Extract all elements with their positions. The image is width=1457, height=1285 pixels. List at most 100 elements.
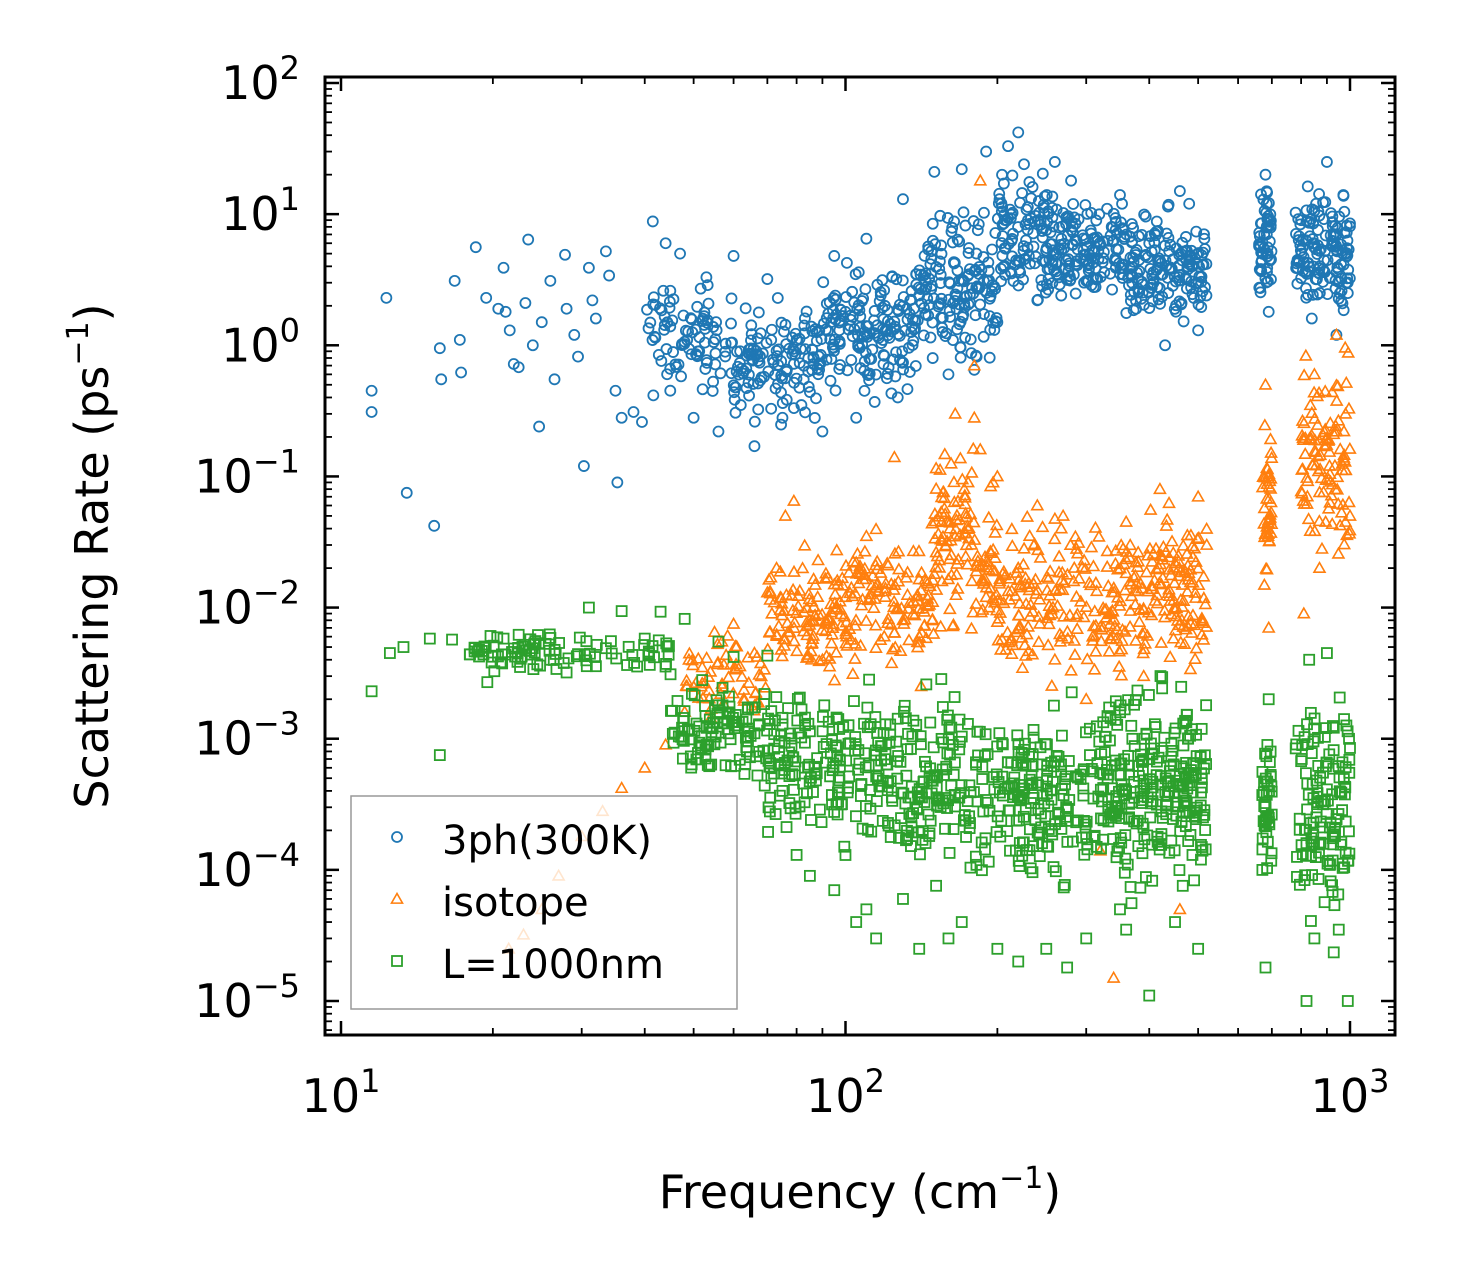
point-circle	[1087, 281, 1100, 293]
point-triangle	[695, 660, 710, 673]
point-circle	[966, 282, 978, 295]
point-square	[1338, 788, 1351, 801]
point-circle	[1255, 188, 1267, 201]
point-triangle	[1315, 541, 1329, 554]
point-triangle	[1107, 612, 1121, 625]
point-circle	[428, 519, 441, 532]
point-circle	[1321, 254, 1334, 267]
point-triangle	[869, 580, 883, 593]
point-square	[865, 825, 878, 838]
point-square	[1328, 899, 1341, 912]
point-circle	[627, 406, 640, 418]
point-square	[905, 840, 917, 852]
point-triangle	[1337, 424, 1351, 437]
point-triangle	[1046, 600, 1060, 613]
point-triangle	[885, 642, 900, 655]
point-square	[1023, 844, 1036, 857]
point-triangle	[906, 544, 921, 557]
point-triangle	[929, 582, 944, 595]
point-triangle	[1088, 644, 1103, 657]
point-square	[813, 803, 826, 816]
point-triangle	[868, 558, 883, 571]
point-triangle	[869, 640, 883, 653]
point-circle	[658, 323, 671, 336]
point-square	[1200, 699, 1213, 712]
point-circle	[986, 243, 998, 256]
point-circle	[480, 291, 493, 304]
point-triangle	[710, 637, 725, 650]
point-square	[1126, 732, 1139, 745]
point-square	[1032, 803, 1045, 816]
point-circle	[658, 319, 671, 331]
point-triangle	[1032, 616, 1047, 629]
point-circle	[1296, 233, 1309, 246]
point-square	[1111, 845, 1124, 858]
point-triangle	[797, 538, 812, 551]
point-triangle	[824, 636, 839, 649]
point-circle	[984, 323, 997, 336]
point-circle	[1198, 243, 1211, 255]
point-square	[560, 666, 573, 679]
point-triangle	[845, 666, 860, 679]
point-square	[626, 649, 639, 661]
x-tick-label: 102	[806, 1062, 885, 1123]
point-circle	[1290, 228, 1302, 240]
point-square	[1140, 778, 1153, 791]
point-circle	[647, 291, 660, 304]
point-square	[1318, 730, 1331, 743]
point-circle	[365, 384, 378, 397]
point-circle	[941, 212, 954, 224]
point-circle	[730, 365, 743, 378]
point-square	[1011, 790, 1024, 803]
point-circle	[1036, 254, 1049, 267]
point-triangle	[891, 574, 906, 587]
point-circle	[1039, 286, 1052, 299]
point-square	[948, 691, 961, 703]
point-triangle	[1162, 496, 1176, 509]
point-circle	[824, 374, 837, 387]
point-square	[1199, 824, 1212, 836]
y-tick-label: 100	[221, 311, 300, 372]
point-square	[923, 827, 936, 840]
point-triangle	[958, 490, 972, 503]
point-circle	[858, 384, 871, 397]
point-triangle	[1118, 583, 1132, 596]
point-circle	[448, 274, 461, 287]
point-circle	[655, 355, 668, 367]
point-square	[914, 730, 927, 743]
point-circle	[1065, 174, 1077, 187]
point-circle	[816, 425, 829, 438]
point-circle	[934, 209, 947, 222]
point-square	[1136, 817, 1149, 830]
point-triangle	[763, 586, 778, 599]
point-square	[849, 744, 861, 757]
point-square	[1169, 916, 1181, 928]
point-circle	[893, 329, 906, 342]
point-triangle	[1322, 444, 1337, 457]
point-triangle	[721, 670, 736, 683]
point-square	[543, 628, 556, 641]
point-triangle	[786, 493, 801, 506]
point-triangle	[1337, 537, 1352, 550]
point-square	[850, 810, 862, 823]
point-square	[898, 705, 910, 718]
point-square	[1024, 862, 1037, 875]
point-triangle	[1295, 486, 1309, 499]
point-triangle	[1183, 575, 1198, 588]
point-triangle	[827, 673, 842, 686]
point-circle	[1293, 256, 1305, 268]
point-square	[788, 769, 801, 782]
point-square	[820, 738, 833, 750]
point-square	[963, 779, 976, 792]
point-circle	[647, 389, 660, 402]
point-triangle	[949, 588, 963, 601]
point-circle	[1326, 234, 1339, 247]
point-circle	[1311, 248, 1324, 260]
point-triangle	[1323, 416, 1338, 429]
point-circle	[693, 331, 706, 344]
point-circle	[1336, 244, 1349, 257]
point-square	[1125, 719, 1138, 732]
point-triangle	[925, 516, 939, 529]
point-triangle	[899, 570, 914, 583]
point-square	[1144, 811, 1157, 824]
